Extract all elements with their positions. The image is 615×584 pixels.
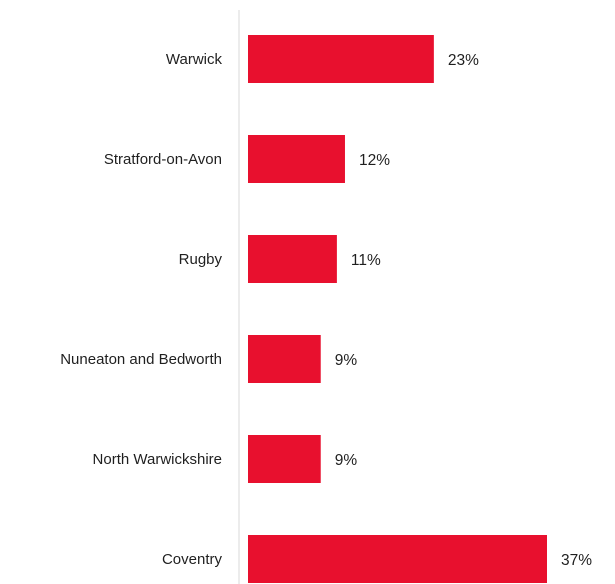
value-label: 9%: [335, 352, 358, 369]
value-label: 11%: [351, 252, 381, 269]
bar-stratford-on-avon: [248, 135, 345, 183]
bar-coventry: [248, 535, 547, 583]
bars-group: Warwick 23% Stratford-on-Avon 12% Rugby 11% Nu…: [60, 35, 592, 583]
category-label: Nuneaton and Bedworth: [60, 351, 222, 368]
bar-nuneaton-and-bedworth: [248, 335, 321, 383]
category-label: Rugby: [179, 251, 223, 268]
value-label: 23%: [448, 52, 479, 69]
category-label: Coventry: [162, 551, 223, 568]
category-label: Warwick: [166, 51, 223, 68]
bar-warwick: [248, 35, 434, 83]
value-label: 9%: [335, 452, 358, 469]
category-label: Stratford-on-Avon: [104, 151, 222, 168]
bar-rugby: [248, 235, 337, 283]
bar-north-warwickshire: [248, 435, 321, 483]
value-label: 37%: [561, 552, 592, 569]
category-label: North Warwickshire: [93, 451, 222, 468]
value-label: 12%: [359, 152, 390, 169]
